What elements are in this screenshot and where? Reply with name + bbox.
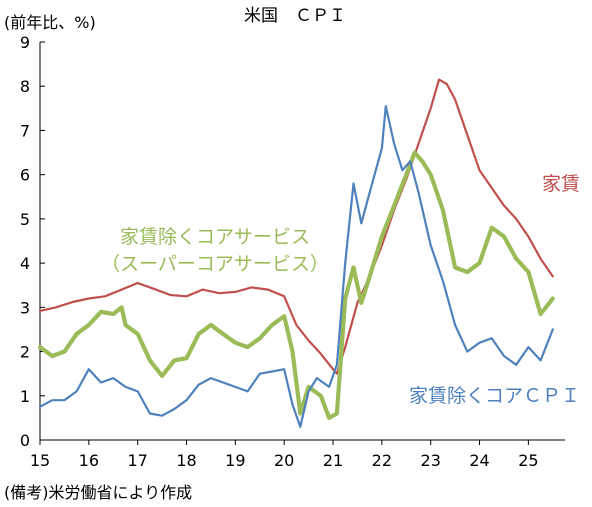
y-tick-label: 1 [20, 387, 30, 406]
series-label-3: 家賃除くコアＣＰＩ [409, 385, 580, 407]
x-tick-label: 22 [372, 451, 392, 470]
source-note: (備考)米労働省により作成 [4, 483, 192, 502]
y-tick-label: 8 [20, 77, 30, 96]
series-lines [37, 78, 555, 428]
series-label-2: 家賃除くコアサービス [120, 226, 310, 248]
x-tick-label: 23 [421, 451, 441, 470]
y-tick-label: 5 [20, 210, 30, 229]
y-axis-label: (前年比、%) [4, 13, 96, 32]
x-tick-label: 15 [30, 451, 50, 470]
x-tick-label: 17 [127, 451, 147, 470]
y-ticks: 0 1 2 3 4 5 6 7 8 9 [20, 33, 45, 450]
x-tick-label: 19 [225, 451, 245, 470]
series-line-3 [38, 105, 554, 428]
series-line-2 [37, 150, 555, 420]
series-label-1: 家賃 [542, 173, 580, 195]
x-tick-label: 21 [323, 451, 343, 470]
x-tick-label: 25 [518, 451, 538, 470]
y-axis: 0 1 2 3 4 5 6 7 8 9 [20, 33, 45, 450]
x-tick-label: 24 [469, 451, 489, 470]
y-tick-label: 4 [20, 254, 30, 273]
x-ticks: 15 16 17 18 19 20 21 22 23 24 25 [30, 440, 539, 470]
y-tick-label: 2 [20, 343, 30, 362]
y-tick-label: 7 [20, 121, 30, 140]
x-tick-label: 18 [176, 451, 196, 470]
x-axis: 15 16 17 18 19 20 21 22 23 24 25 [30, 439, 565, 470]
y-tick-label: 6 [20, 166, 30, 185]
x-tick-label: 16 [79, 451, 99, 470]
x-tick-label: 20 [274, 451, 294, 470]
y-tick-label: 3 [20, 298, 30, 317]
y-tick-label: 9 [20, 33, 30, 52]
chart-title: 米国 ＣＰＩ [244, 6, 346, 26]
y-tick-label: 0 [20, 431, 30, 450]
series-label-2: （スーパーコアサービス） [101, 253, 329, 275]
